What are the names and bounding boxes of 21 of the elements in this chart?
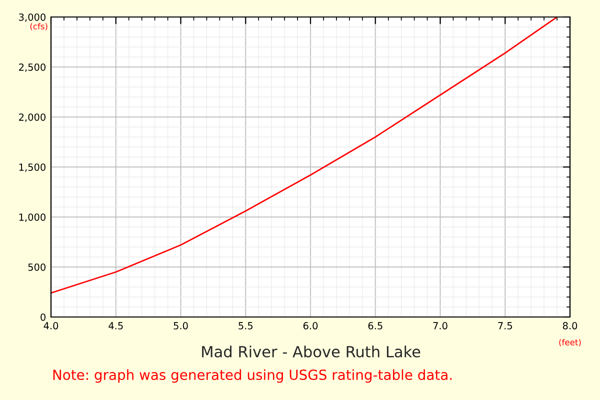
x-tick-label: 5.5 bbox=[238, 322, 253, 330]
y-tick-label: 1,000 bbox=[19, 213, 46, 222]
y-tick-label: 1,500 bbox=[19, 163, 46, 172]
y-tick-label: 3,000 bbox=[19, 13, 46, 22]
text: Mad River - Above Ruth Lake bbox=[202, 346, 420, 358]
x-tick-label: 6.5 bbox=[368, 322, 382, 330]
x-tick-label: 5.0 bbox=[174, 322, 188, 330]
x-tick-label: 4.5 bbox=[108, 322, 123, 330]
line-series bbox=[51, 17, 558, 294]
x-tick-label: 8.0 bbox=[562, 322, 578, 330]
y-axis-title: (cfs) bbox=[30, 22, 48, 30]
text: Note: graph was generated using USGS rating-table data. bbox=[53, 369, 452, 383]
y-tick-label: 2,500 bbox=[19, 63, 46, 72]
x-tick-label: 7.5 bbox=[498, 322, 512, 330]
y-tick-label: 2,000 bbox=[19, 113, 46, 122]
x-tick-label: 6.0 bbox=[303, 322, 318, 330]
x-axis-title: (feet) bbox=[559, 338, 581, 346]
x-tick-label: 7.0 bbox=[433, 322, 448, 330]
y-tick-label: 0 bbox=[40, 313, 46, 321]
x-tick-label: 4.0 bbox=[44, 322, 58, 330]
y-tick-label: 500 bbox=[28, 263, 46, 271]
